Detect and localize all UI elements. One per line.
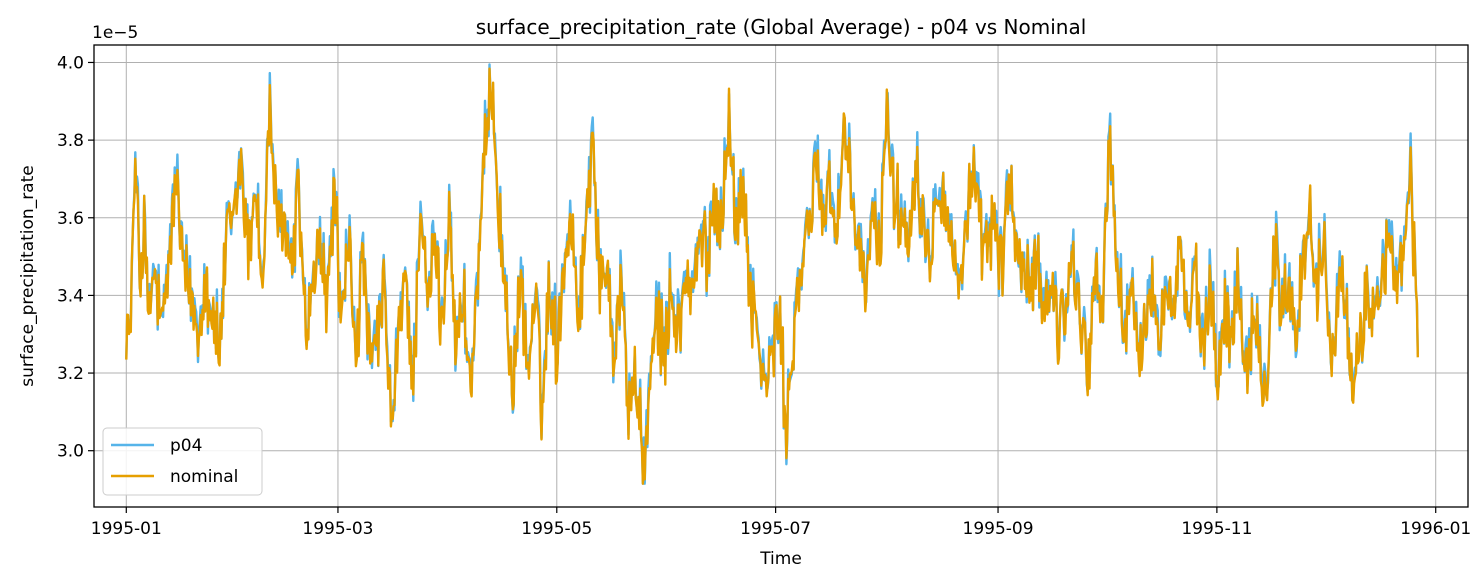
plot-frame [93, 44, 1469, 508]
y-tick-label: 3.8 [57, 131, 84, 151]
y-tick-label: 3.0 [57, 442, 84, 462]
y-axis-label: surface_precipitation_rate [18, 165, 38, 386]
series-line-p04 [125, 63, 1419, 485]
series-line-nominal [125, 67, 1419, 485]
x-tick-label: 1995-05 [521, 519, 592, 539]
legend: p04 nominal [102, 427, 263, 496]
series-lines [125, 63, 1419, 485]
legend-label-nominal: nominal [170, 467, 238, 487]
y-tick-label: 3.6 [57, 209, 84, 229]
x-tick-label: 1995-03 [302, 519, 373, 539]
y-tick-label: 3.4 [57, 286, 84, 306]
chart-title: surface_precipitation_rate (Global Avera… [476, 15, 1087, 39]
y-tick-label: 4.0 [57, 53, 84, 73]
x-axis-label: Time [759, 549, 802, 569]
x-tick-label: 1995-01 [91, 519, 162, 539]
y-scale-label: 1e−5 [92, 23, 138, 43]
grid [94, 45, 1468, 507]
y-tick-label: 3.2 [57, 364, 84, 384]
x-tick-label: 1995-07 [740, 519, 811, 539]
x-tick-label: 1995-11 [1181, 519, 1252, 539]
x-tick-label: 1996-01 [1400, 519, 1471, 539]
x-tick-label: 1995-09 [963, 519, 1034, 539]
axis-ticks: 1995-01 1995-03 1995-05 1995-07 1995-09 1995-… [57, 53, 1471, 539]
legend-label-p04: p04 [170, 436, 202, 456]
